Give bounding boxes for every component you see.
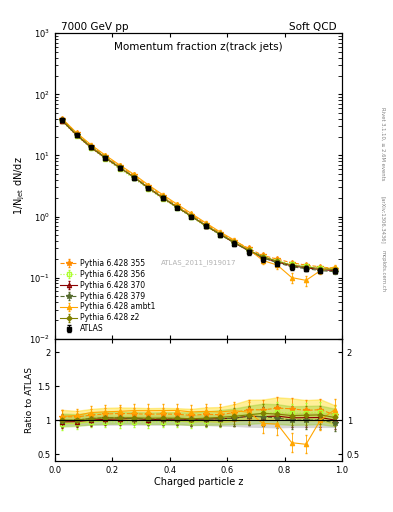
- Text: [arXiv:1306.3436]: [arXiv:1306.3436]: [381, 196, 386, 244]
- Text: ATLAS_2011_I919017: ATLAS_2011_I919017: [161, 259, 236, 266]
- X-axis label: Charged particle z: Charged particle z: [154, 477, 243, 487]
- Y-axis label: 1/N$_{\rm jet}$ dN/dz: 1/N$_{\rm jet}$ dN/dz: [12, 157, 27, 215]
- Legend: Pythia 6.428 355, Pythia 6.428 356, Pythia 6.428 370, Pythia 6.428 379, Pythia 6: Pythia 6.428 355, Pythia 6.428 356, Pyth…: [59, 258, 157, 335]
- Y-axis label: Ratio to ATLAS: Ratio to ATLAS: [25, 367, 34, 433]
- Text: Momentum fraction z(track jets): Momentum fraction z(track jets): [114, 42, 283, 52]
- Text: mcplots.cern.ch: mcplots.cern.ch: [381, 250, 386, 292]
- Text: 7000 GeV pp: 7000 GeV pp: [61, 22, 128, 32]
- Text: Soft QCD: Soft QCD: [288, 22, 336, 32]
- Text: Rivet 3.1.10, ≥ 2.6M events: Rivet 3.1.10, ≥ 2.6M events: [381, 106, 386, 180]
